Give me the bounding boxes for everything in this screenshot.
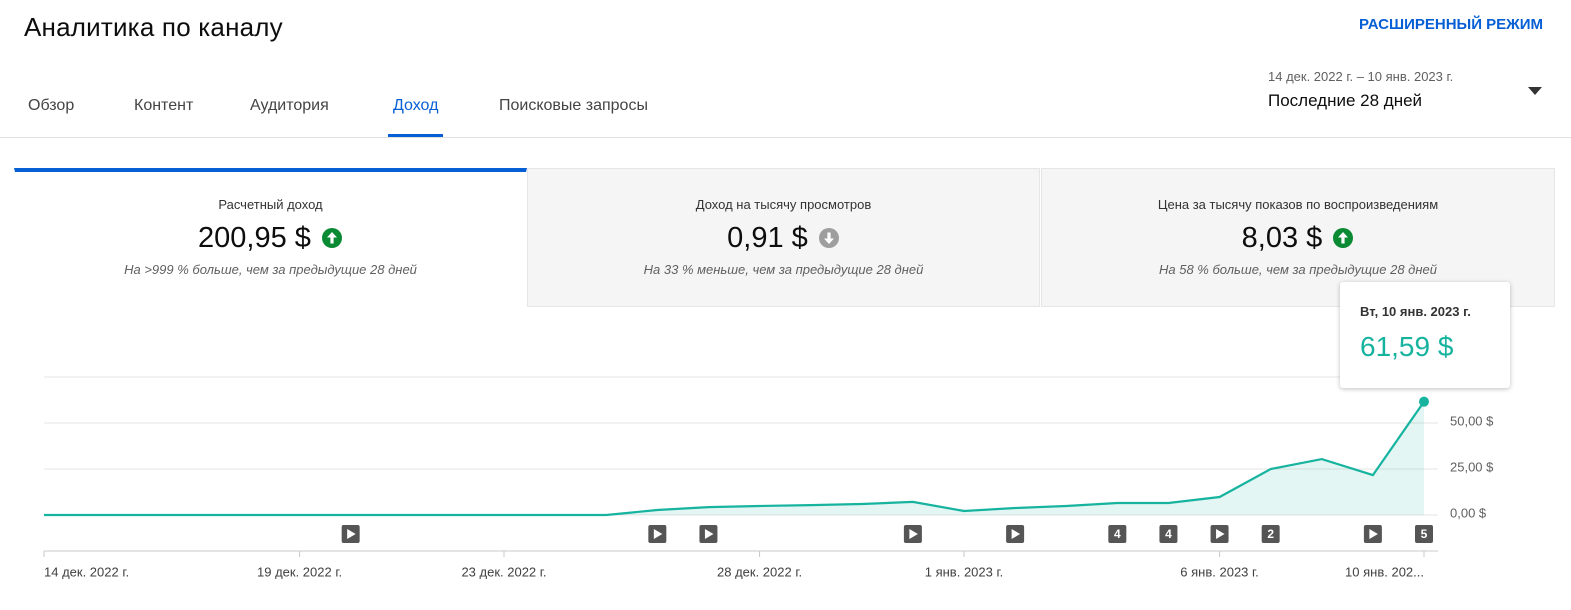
trend-up-icon (321, 228, 342, 248)
divider (0, 137, 1571, 138)
x-tick-label: 1 янв. 2023 г. (925, 564, 1004, 579)
card-value-row: 0,91 $ (528, 220, 1039, 256)
card-title: Цена за тысячу показов по воспроизведени… (1157, 197, 1439, 212)
tab[interactable]: Контент (134, 97, 194, 114)
card-value-row: 8,03 $ (1042, 220, 1554, 256)
period-select[interactable]: Последние 28 дней (1268, 91, 1423, 110)
y-tick-label: 50,00 $ (1450, 413, 1494, 428)
event-play-icon (1216, 529, 1225, 539)
event-play-icon (1369, 529, 1378, 539)
trend-down-icon (818, 228, 839, 248)
tab[interactable]: Аудитория (250, 97, 329, 114)
x-tick-label: 19 дек. 2022 г. (257, 564, 342, 579)
event-count: 2 (1267, 527, 1274, 541)
y-tick-label: 25,00 $ (1450, 459, 1494, 474)
event-marker (1108, 525, 1127, 543)
tooltip-value: 61,59 $ (1360, 331, 1454, 362)
event-play-icon (1011, 529, 1021, 539)
trend-up-icon (1333, 228, 1354, 248)
metric-card[interactable]: Расчетный доход 200,95 $ На >999 % больш… (14, 168, 527, 307)
event-play-icon (347, 529, 356, 539)
dropdown-caret[interactable] (1528, 87, 1542, 95)
area (44, 401, 1424, 515)
event-marker (1159, 525, 1178, 543)
x-tick-label: 23 дек. 2022 г. (461, 564, 546, 579)
card-title: Доход на тысячу просмотров (695, 197, 872, 212)
event-play-icon (909, 529, 918, 539)
card-comparison: На >999 % больше, чем за предыдущие 28 д… (124, 262, 417, 277)
hover-point (1419, 396, 1429, 407)
event-marker (1261, 525, 1280, 543)
y-tick-label: 0,00 $ (1450, 505, 1487, 520)
x-tick-label: 28 дек. 2022 г. (717, 564, 802, 579)
date-range[interactable]: 14 дек. 2022 г. – 10 янв. 2023 г. (1268, 69, 1454, 84)
card-title: Расчетный доход (218, 197, 323, 212)
tooltip-title: Вт, 10 янв. 2023 г. (1360, 304, 1471, 319)
card-comparison: На 58 % больше, чем за предыдущие 28 дне… (1159, 262, 1437, 277)
line (44, 401, 1425, 517)
x-tick-label: 14 дек. 2022 г. (44, 564, 129, 579)
event-play-icon (704, 529, 714, 539)
tab[interactable]: Обзор (28, 97, 75, 114)
event-marker (1415, 525, 1433, 543)
tab[interactable]: Доход (388, 94, 444, 137)
card-value: 200,95 $ (198, 222, 311, 254)
event-play-icon (653, 529, 663, 539)
card-value: 8,03 $ (1241, 222, 1323, 254)
card-value-row: 200,95 $ (15, 220, 526, 256)
tab[interactable]: Поисковые запросы (499, 97, 648, 114)
event-count: 5 (1421, 527, 1428, 541)
card-value: 0,91 $ (727, 222, 808, 254)
card-comparison: На 33 % меньше, чем за предыдущие 28 дне… (643, 262, 924, 277)
x-tick-label: 10 янв. 202... (1345, 564, 1424, 579)
event-count: 4 (1165, 527, 1172, 541)
metric-card[interactable]: Доход на тысячу просмотров 0,91 $ На 33 … (527, 168, 1040, 307)
tooltip: Вт, 10 янв. 2023 г. 61,59 $ (1340, 282, 1510, 388)
advanced-mode-link[interactable]: РАСШИРЕННЫЙ РЕЖИМ (1359, 16, 1543, 33)
event-count: 4 (1114, 527, 1121, 541)
x-tick-label: 6 янв. 2023 г. (1180, 564, 1259, 579)
page-title: Аналитика по каналу (24, 12, 283, 42)
